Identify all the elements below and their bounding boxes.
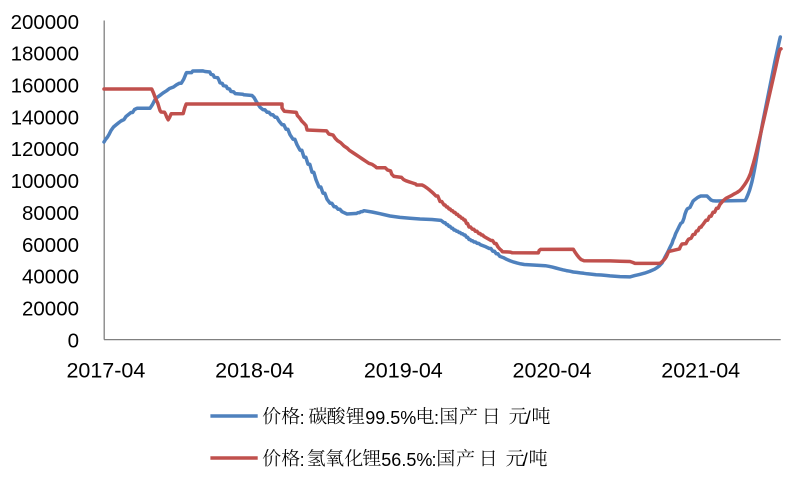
svg-text:80000: 80000 [22, 202, 79, 225]
svg-text:/: / [526, 408, 531, 428]
svg-text::: : [300, 450, 305, 470]
svg-text:0: 0 [68, 329, 79, 352]
svg-text:2021-04: 2021-04 [661, 359, 740, 383]
svg-text:56.5%: 56.5% [381, 450, 432, 470]
svg-text:160000: 160000 [11, 75, 79, 98]
svg-text:2018-04: 2018-04 [215, 359, 294, 383]
svg-text:20000: 20000 [22, 298, 79, 321]
svg-text:60000: 60000 [22, 234, 79, 257]
svg-text:140000: 140000 [11, 106, 79, 129]
svg-text:2019-04: 2019-04 [364, 359, 443, 383]
svg-text:200000: 200000 [11, 11, 79, 34]
svg-text:100000: 100000 [11, 170, 79, 193]
svg-text:180000: 180000 [11, 43, 79, 66]
svg-text:2017-04: 2017-04 [66, 359, 145, 383]
svg-text:/: / [523, 450, 528, 470]
svg-text:120000: 120000 [11, 138, 79, 161]
svg-text::: : [432, 450, 437, 470]
svg-text:2020-04: 2020-04 [513, 359, 592, 383]
svg-text:40000: 40000 [22, 266, 79, 289]
svg-text:99.5%: 99.5% [365, 408, 416, 428]
svg-text::: : [300, 408, 305, 428]
svg-text::: : [434, 408, 439, 428]
